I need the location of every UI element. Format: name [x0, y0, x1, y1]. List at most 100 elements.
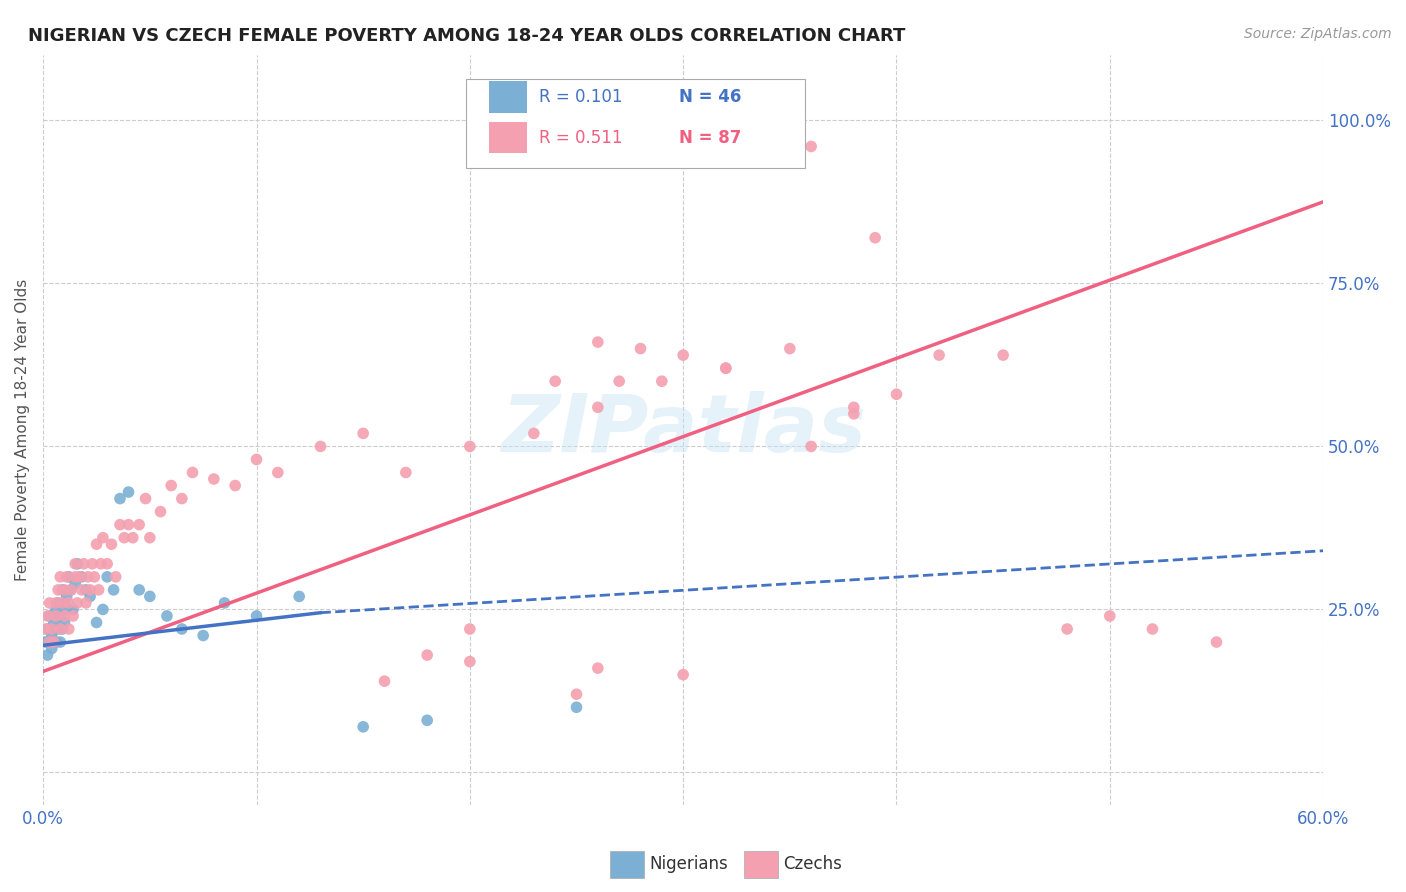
- Point: [139, 531, 162, 545]
- Point: [79, 590, 101, 604]
- Y-axis label: Female Poverty Among 18-24 Year Olds: Female Poverty Among 18-24 Year Olds: [15, 279, 30, 582]
- Text: Source: ZipAtlas.com: Source: ZipAtlas.com: [1244, 27, 1392, 41]
- Point: [117, 485, 139, 500]
- Point: [170, 622, 193, 636]
- Point: [46, 622, 69, 636]
- Point: [128, 582, 150, 597]
- FancyBboxPatch shape: [465, 79, 804, 168]
- Point: [112, 531, 135, 545]
- Point: [214, 596, 236, 610]
- Point: [58, 596, 80, 610]
- Point: [75, 596, 97, 610]
- Point: [928, 348, 950, 362]
- Point: [63, 570, 86, 584]
- Point: [73, 557, 96, 571]
- Point: [55, 602, 77, 616]
- Point: [55, 590, 77, 604]
- Point: [991, 348, 1014, 362]
- Point: [62, 602, 84, 616]
- Point: [34, 635, 56, 649]
- Point: [63, 576, 86, 591]
- Point: [224, 478, 246, 492]
- Point: [100, 537, 122, 551]
- Point: [58, 622, 80, 636]
- Point: [458, 622, 481, 636]
- Point: [309, 439, 332, 453]
- Point: [91, 602, 114, 616]
- Text: N = 46: N = 46: [679, 88, 742, 106]
- Point: [779, 342, 801, 356]
- Point: [842, 407, 865, 421]
- Point: [37, 648, 59, 662]
- Point: [156, 609, 179, 624]
- Point: [135, 491, 157, 506]
- Point: [38, 609, 60, 624]
- Point: [523, 426, 546, 441]
- Point: [672, 348, 695, 362]
- Point: [75, 582, 97, 597]
- Point: [38, 596, 60, 610]
- Point: [651, 374, 673, 388]
- Point: [202, 472, 225, 486]
- Point: [586, 334, 609, 349]
- Point: [170, 491, 193, 506]
- Point: [38, 635, 60, 649]
- Point: [53, 582, 76, 597]
- Point: [69, 570, 91, 584]
- Point: [108, 517, 131, 532]
- Point: [128, 517, 150, 532]
- Text: R = 0.511: R = 0.511: [538, 128, 621, 146]
- Point: [863, 231, 886, 245]
- Point: [42, 635, 65, 649]
- Point: [51, 582, 73, 597]
- Point: [373, 674, 395, 689]
- Point: [49, 609, 72, 624]
- Point: [607, 374, 630, 388]
- Point: [34, 622, 56, 636]
- Point: [1098, 609, 1121, 624]
- Point: [395, 466, 418, 480]
- Point: [96, 557, 118, 571]
- Point: [416, 714, 439, 728]
- Point: [70, 582, 93, 597]
- Point: [1205, 635, 1227, 649]
- Point: [193, 628, 215, 642]
- Point: [41, 628, 63, 642]
- Point: [586, 401, 609, 415]
- Point: [53, 609, 76, 624]
- Point: [82, 557, 104, 571]
- Point: [714, 361, 737, 376]
- Point: [49, 622, 72, 636]
- Point: [181, 466, 204, 480]
- Point: [59, 582, 82, 597]
- Point: [108, 491, 131, 506]
- Point: [45, 596, 67, 610]
- Point: [41, 622, 63, 636]
- Point: [104, 570, 127, 584]
- Point: [37, 622, 59, 636]
- Point: [103, 582, 125, 597]
- Point: [49, 635, 72, 649]
- Point: [160, 478, 183, 492]
- Point: [46, 582, 69, 597]
- FancyBboxPatch shape: [489, 81, 527, 113]
- Point: [458, 655, 481, 669]
- Text: NIGERIAN VS CZECH FEMALE POVERTY AMONG 18-24 YEAR OLDS CORRELATION CHART: NIGERIAN VS CZECH FEMALE POVERTY AMONG 1…: [28, 27, 905, 45]
- Point: [53, 596, 76, 610]
- Point: [288, 590, 311, 604]
- Point: [1056, 622, 1078, 636]
- Point: [586, 661, 609, 675]
- Point: [45, 609, 67, 624]
- Point: [458, 439, 481, 453]
- Point: [46, 596, 69, 610]
- Point: [544, 374, 567, 388]
- Point: [800, 439, 823, 453]
- Point: [245, 452, 267, 467]
- Text: R = 0.101: R = 0.101: [538, 88, 621, 106]
- Point: [45, 602, 67, 616]
- Point: [96, 570, 118, 584]
- Point: [59, 582, 82, 597]
- Point: [1142, 622, 1164, 636]
- Point: [416, 648, 439, 662]
- Point: [630, 342, 652, 356]
